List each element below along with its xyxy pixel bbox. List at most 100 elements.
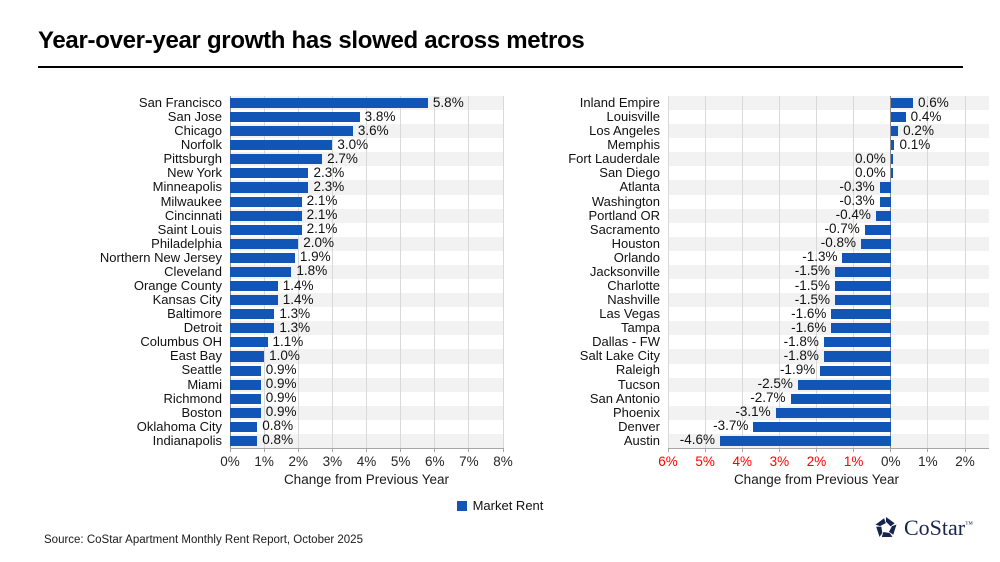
gridline bbox=[331, 96, 333, 448]
value-label: -1.9% bbox=[779, 362, 816, 378]
value-label: -1.5% bbox=[794, 291, 831, 307]
legend: Market Rent bbox=[0, 498, 1000, 513]
bar bbox=[890, 168, 893, 179]
row-band bbox=[668, 208, 989, 223]
costar-pinwheel-icon bbox=[875, 516, 897, 537]
page-title: Year-over-year growth has slowed across … bbox=[38, 27, 585, 54]
value-label: -3.1% bbox=[735, 404, 771, 420]
value-label: 2.1% bbox=[306, 207, 338, 223]
value-label: 5.8% bbox=[432, 94, 464, 110]
category-label: Northern New Jersey bbox=[99, 249, 222, 265]
value-label: -3.7% bbox=[713, 418, 749, 434]
bar bbox=[831, 323, 891, 334]
value-label: 3.8% bbox=[364, 108, 396, 124]
category-label: Saint Louis bbox=[157, 221, 222, 237]
bar bbox=[230, 281, 278, 292]
gridline bbox=[816, 96, 817, 448]
gridline bbox=[927, 96, 929, 448]
plot-area: 0.6% 0.4% 0.2% 0.1% 0.0% 0.0% -0.3% -0.3% -0.4% -… bbox=[658, 94, 989, 487]
gridline bbox=[297, 96, 299, 448]
value-label: -1.8% bbox=[783, 347, 819, 363]
bar bbox=[230, 238, 299, 249]
category-label: Portland OR bbox=[588, 207, 660, 223]
value-label: 0.6% bbox=[918, 94, 949, 110]
category-label: Chicago bbox=[174, 123, 222, 139]
value-label: 0.8% bbox=[262, 418, 294, 434]
value-label: 2.1% bbox=[306, 221, 338, 237]
category-axis: San Francisco San Jose Chicago Norfolk Pitts… bbox=[30, 95, 222, 448]
row-band bbox=[668, 124, 989, 139]
bar bbox=[775, 407, 891, 418]
gridline bbox=[366, 96, 367, 448]
bar bbox=[230, 140, 333, 151]
value-label: -2.7% bbox=[750, 390, 786, 406]
costar-logo-text: CoStar™ bbox=[904, 515, 973, 540]
bar bbox=[890, 154, 893, 165]
row-band bbox=[668, 264, 989, 280]
category-label: Washington bbox=[591, 193, 660, 209]
x-tick-label: 7% bbox=[459, 454, 479, 469]
category-label: Philadelphia bbox=[151, 235, 222, 251]
category-label: Las Vegas bbox=[599, 306, 660, 322]
x-axis-title: Change from Previous Year bbox=[283, 472, 450, 487]
bar bbox=[890, 112, 906, 123]
x-tick-mark bbox=[400, 448, 402, 452]
value-label: 0.1% bbox=[899, 136, 931, 152]
value-label: -0.4% bbox=[835, 207, 871, 223]
value-label: -1.5% bbox=[794, 277, 831, 293]
x-tick-label: 1% bbox=[918, 454, 938, 469]
category-label: Minneapolis bbox=[152, 179, 222, 195]
value-label: 2.7% bbox=[327, 150, 358, 166]
category-label: Denver bbox=[618, 418, 660, 434]
x-tick-mark bbox=[229, 448, 231, 452]
x-tick-label: 4% bbox=[356, 454, 377, 469]
bar bbox=[823, 337, 891, 348]
plot-area: 5.8% 3.8% 3.6% 3.0% 2.7% 2.3% 2.3% 2.1% 2.1% 2.1%… bbox=[220, 94, 513, 487]
category-label: Phoenix bbox=[613, 404, 660, 420]
row-band bbox=[668, 321, 989, 336]
bar bbox=[230, 196, 302, 207]
category-label: Salt Lake City bbox=[579, 348, 660, 364]
category-label: Tucson bbox=[617, 376, 660, 392]
x-tick-label: 0% bbox=[220, 454, 240, 469]
value-label: -1.3% bbox=[802, 249, 838, 265]
bar bbox=[823, 351, 891, 362]
row-band bbox=[668, 152, 989, 167]
value-label: 3.6% bbox=[357, 122, 389, 138]
bar bbox=[230, 112, 360, 123]
category-label: San Jose bbox=[167, 109, 222, 125]
x-tick-label: 1% bbox=[843, 454, 864, 469]
bar bbox=[835, 295, 891, 306]
value-label: -1.6% bbox=[791, 305, 827, 321]
value-label: 1.4% bbox=[282, 277, 314, 293]
category-label: Fort Lauderdale bbox=[568, 151, 660, 167]
gridline bbox=[667, 96, 669, 448]
category-label: Jacksonville bbox=[589, 263, 660, 279]
value-label: 0.0% bbox=[854, 150, 886, 166]
category-label: Seattle bbox=[181, 362, 222, 378]
x-tick-label: 8% bbox=[493, 454, 513, 469]
x-tick-label: 2% bbox=[288, 454, 308, 469]
value-label: 1.1% bbox=[272, 333, 304, 349]
bar bbox=[230, 351, 265, 362]
bar bbox=[719, 435, 891, 446]
bar bbox=[890, 126, 899, 137]
x-tick-label: 6% bbox=[658, 454, 678, 469]
value-label: 0.2% bbox=[903, 122, 934, 138]
x-tick-mark bbox=[853, 448, 855, 452]
bar bbox=[230, 182, 309, 193]
x-tick-label: 4% bbox=[732, 454, 752, 469]
value-label: 2.1% bbox=[306, 193, 338, 209]
x-tick-mark bbox=[434, 448, 436, 452]
zero-axis-line bbox=[890, 96, 892, 448]
bar bbox=[230, 154, 323, 165]
category-label: Louisville bbox=[606, 109, 660, 125]
title-underline bbox=[38, 66, 963, 68]
category-label: Richmond bbox=[163, 390, 222, 406]
category-label: Sacramento bbox=[589, 221, 660, 237]
bar bbox=[230, 323, 275, 334]
row-band bbox=[668, 293, 989, 308]
bar bbox=[890, 140, 895, 151]
chart-positive-growth-metros: San Francisco San Jose Chicago Norfolk Pitts… bbox=[30, 94, 513, 496]
x-tick-mark bbox=[741, 448, 743, 452]
